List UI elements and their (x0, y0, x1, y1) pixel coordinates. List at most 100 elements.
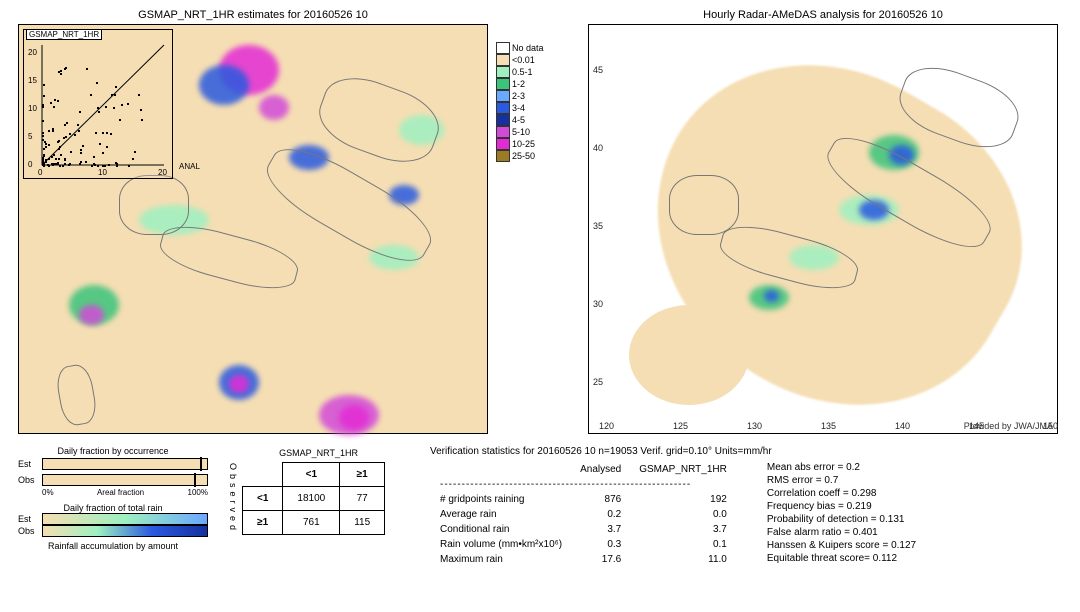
col-ge1: ≥1 (340, 463, 385, 487)
scatter-point (86, 68, 88, 70)
legend-label: 25-50 (512, 151, 535, 161)
obs-label: Obs (18, 526, 38, 536)
scatter-point (53, 106, 55, 108)
scatter-point (114, 94, 116, 96)
rain-blob (259, 95, 289, 120)
scatter-point (79, 111, 81, 113)
scatter-point (93, 156, 95, 158)
lon-tick: 125 (673, 421, 688, 431)
scatter-point (79, 163, 81, 165)
lat-tick: 45 (593, 65, 603, 75)
scatter-point (58, 158, 60, 160)
legend-swatch (496, 90, 510, 102)
cell-00: 18100 (283, 487, 340, 511)
dash-row: ----------------------------------------… (432, 478, 735, 491)
axis-100: 100% (188, 488, 208, 497)
scatter-point (69, 133, 71, 135)
scatter-point (99, 143, 101, 145)
scatter-point (104, 165, 106, 167)
stats-row: Rain volume (mm•km²x10⁶)0.30.1 (432, 538, 735, 551)
stat-analysed: 876 (572, 493, 629, 506)
total-rain-title: Daily fraction of total rain (18, 503, 208, 513)
scatter-point (77, 124, 79, 126)
legend-item: 10-25 (496, 138, 566, 150)
scatter-point (54, 163, 56, 165)
scatter-point (44, 141, 46, 143)
scatter-point (127, 103, 129, 105)
legend-item: 5-10 (496, 126, 566, 138)
scatter-point (58, 148, 60, 150)
stat-analysed: 3.7 (572, 523, 629, 536)
scatter-point (66, 122, 68, 124)
scatter-xtick: 10 (98, 168, 107, 177)
scatter-point (80, 152, 82, 154)
scatter-point (121, 104, 123, 106)
lat-tick: 25 (593, 377, 603, 387)
legend-label: 1-2 (512, 79, 525, 89)
stats-left-block: Analysed GSMAP_NRT_1HR -----------------… (430, 461, 737, 568)
legend-label: <0.01 (512, 55, 535, 65)
obs-total-bar (42, 525, 208, 537)
coverage-area (629, 305, 749, 405)
scatter-point (59, 165, 61, 167)
scatter-point (42, 162, 44, 164)
est-label: Est (18, 514, 38, 524)
scatter-point (64, 68, 66, 70)
col-lt1: <1 (283, 463, 340, 487)
stats-row: Average rain0.20.0 (432, 508, 735, 521)
scatter-xtick: 0 (38, 168, 42, 177)
scatter-point (82, 145, 84, 147)
scatter-point (90, 94, 92, 96)
lon-tick: 130 (747, 421, 762, 431)
stats-row: # gridpoints raining876192 (432, 493, 735, 506)
metric-line: Mean abs error = 0.2 (767, 461, 916, 474)
stats-row: Maximum rain17.611.0 (432, 553, 735, 566)
legend-label: 0.5-1 (512, 67, 533, 77)
cell-10: 761 (283, 511, 340, 535)
stats-section: Verification statistics for 20160526 10 … (430, 446, 1070, 568)
scatter-point (48, 144, 50, 146)
legend-item: No data (496, 42, 566, 54)
stats-row: Conditional rain3.73.7 (432, 523, 735, 536)
scatter-point (43, 148, 45, 150)
metric-line: Frequency bias = 0.219 (767, 500, 916, 513)
scatter-plot (24, 30, 174, 180)
lon-tick: 140 (895, 421, 910, 431)
metric-line: RMS error = 0.7 (767, 474, 916, 487)
contingency-section: GSMAP_NRT_1HR Observed <1 ≥1 <1 18100 77… (228, 448, 385, 535)
scatter-point (60, 154, 62, 156)
metric-line: False alarm ratio = 0.401 (767, 526, 916, 539)
coastline (119, 175, 189, 235)
scatter-point (50, 102, 52, 104)
legend-item: 0.5-1 (496, 66, 566, 78)
contingency-title: GSMAP_NRT_1HR (228, 448, 385, 458)
cell-01: 77 (340, 487, 385, 511)
axis-0: 0% (42, 488, 54, 497)
rain-blob (229, 375, 249, 393)
col-gsmap: GSMAP_NRT_1HR (631, 463, 735, 476)
rainfall-accum-title: Rainfall accumulation by amount (18, 541, 208, 551)
est-total-bar (42, 513, 208, 525)
scatter-point (138, 94, 140, 96)
scatter-point (58, 140, 60, 142)
metric-line: Equitable threat score= 0.112 (767, 552, 916, 565)
stat-label: Rain volume (mm•km²x10⁶) (432, 538, 570, 551)
scatter-point (70, 151, 72, 153)
cell-11: 115 (340, 511, 385, 535)
rain-blob (199, 65, 249, 105)
scatter-point (110, 133, 112, 135)
scatter-point (106, 132, 108, 134)
rain-blob (79, 305, 104, 325)
lon-tick: 120 (599, 421, 614, 431)
stats-table: Analysed GSMAP_NRT_1HR -----------------… (430, 461, 737, 568)
legend-label: No data (512, 43, 544, 53)
scatter-point (85, 161, 87, 163)
scatter-point (132, 158, 134, 160)
scatter-point (65, 136, 67, 138)
stats-metrics: Mean abs error = 0.2RMS error = 0.7Corre… (767, 461, 916, 568)
lon-tick: 135 (821, 421, 836, 431)
scatter-point (69, 163, 71, 165)
scatter-point (113, 107, 115, 109)
legend-item: 4-5 (496, 114, 566, 126)
legend-item: 1-2 (496, 78, 566, 90)
